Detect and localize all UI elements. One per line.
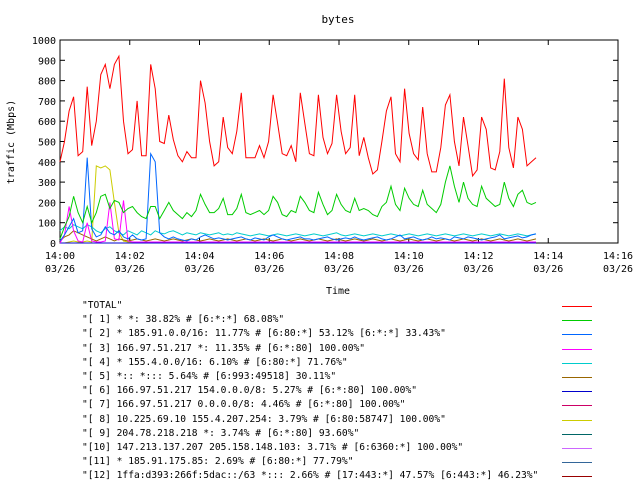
y-axis-ticks: 0 100 200 300 400 500 600 700 800 900 1000 [32,36,618,250]
legend-swatch [562,476,592,478]
y-tick-label: 700 [38,97,56,108]
y-tick-label: 200 [38,198,56,209]
x-tick-time-label: 14:16 [603,251,633,262]
series-line-0 [59,54,537,178]
legend-swatch [562,362,592,364]
legend-swatch [562,306,592,307]
chart-title: bytes [321,13,354,26]
legend-swatch [562,391,592,393]
legend-label: "[ 7] 166.97.51.217 0.0.0.0/8: 4.46% # [… [82,399,406,411]
y-tick-label: 300 [38,178,56,189]
legend-label: "[ 3] 166.97.51.217 *: 11.35% # [6:*:80]… [82,342,366,354]
legend-label: "[ 1] * *: 38.82% # [6:*:*] 68.08%" [82,314,285,326]
y-tick-label: 0 [50,239,56,250]
legend-label: "TOTAL" [82,300,123,311]
legend-swatch [562,320,592,322]
legend-swatch [562,405,592,407]
legend-label: "[11] * 185.91.175.85: 2.69% # [6:80:*] … [82,456,354,468]
legend-label: "[12] 1ffa:d393:266f:5dac::/63 *::: 2.66… [82,470,539,480]
plot-frame [59,39,619,244]
legend-swatch [562,334,592,336]
legend-swatch [562,377,592,378]
x-tick-date-label: 03/26 [254,264,284,275]
y-axis-label: traffic (Mbps) [6,100,17,184]
series-line-2 [59,151,537,242]
y-tick-label: 400 [38,158,56,169]
legend-label: "[ 8] 10.225.69.10 155.4.207.254: 3.79% … [82,413,446,425]
x-axis-ticks: 14:00 03/26 14:02 03/26 14:04 03/26 14:06 03/26… [45,40,633,275]
series-lines [59,54,537,244]
x-tick-time-label: 14:02 [115,251,145,262]
x-tick-time-label: 14:00 [45,251,75,262]
legend-label: "[ 5] *:: *::: 5.64% # [6:993:49518] 30.… [82,371,337,382]
x-tick-date-label: 03/26 [533,264,563,275]
y-tick-label: 500 [38,138,56,149]
legend-swatch [562,348,592,350]
legend-label: "[ 6] 166.97.51.217 154.0.0.0/8: 5.27% #… [82,385,418,397]
plot-border [59,39,619,244]
y-tick-label: 800 [38,77,56,88]
legend-swatch [562,419,592,421]
x-tick-date-label: 03/26 [463,264,493,275]
legend-swatch [562,462,592,464]
x-tick-time-label: 14:06 [254,251,284,262]
x-tick-date-label: 03/26 [115,264,145,275]
legend-label: "[ 2] * 185.91.0.0/16: 11.77% # [6:80:*]… [82,328,446,340]
series-line-4 [59,224,537,237]
x-tick-date-label: 03/26 [184,264,214,275]
series-line-1 [59,165,537,240]
x-axis-label: Time [326,286,350,297]
x-tick-date-label: 03/26 [394,264,424,275]
x-tick-date-label: 03/26 [603,264,633,275]
y-tick-label: 1000 [32,36,56,47]
y-tick-label: 900 [38,56,56,67]
y-tick-label: 600 [38,117,56,128]
x-tick-time-label: 14:10 [394,251,424,262]
x-tick-date-label: 03/26 [45,264,75,275]
y-tick-label: 100 [38,219,56,230]
x-tick-date-label: 03/26 [324,264,354,275]
legend-label: "[ 4] * 155.4.0.0/16: 6.10% # [6:80:*] 7… [82,356,348,368]
x-tick-time-label: 14:12 [463,251,493,262]
x-tick-time-label: 14:08 [324,251,354,262]
legend-swatch [562,433,592,435]
x-tick-time-label: 14:14 [533,251,563,262]
legend-label: "[ 9] 204.78.218.218 *: 3.74% # [6:*:80]… [82,427,360,439]
legend-swatch [562,448,592,449]
x-tick-time-label: 14:04 [184,251,214,262]
series-line-3 [59,200,536,244]
legend-label: "[10] 147.213.137.207 205.158.148.103: 3… [82,442,464,453]
